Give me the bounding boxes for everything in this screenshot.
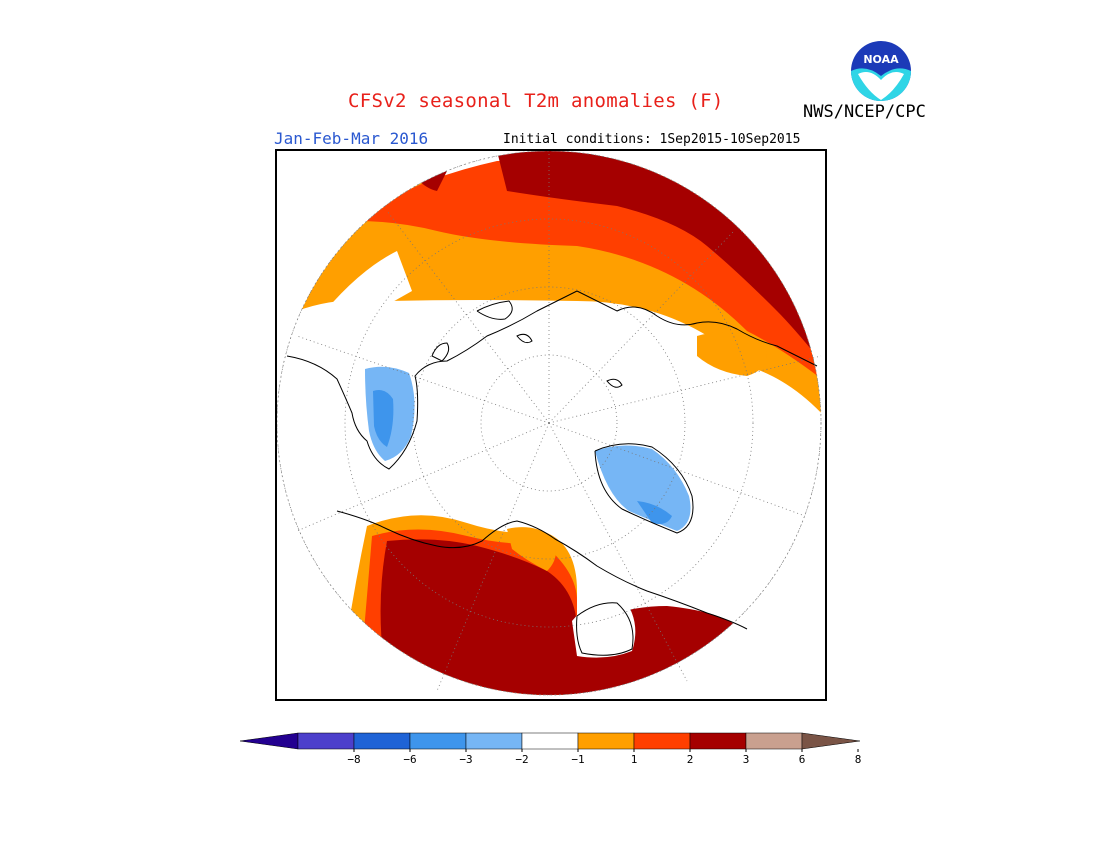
colorbar-swatch bbox=[353, 732, 411, 750]
region-hudson-white bbox=[572, 595, 636, 658]
colorbar-arrow-low bbox=[239, 732, 299, 750]
colorbar-swatch bbox=[689, 732, 747, 750]
region-east-siberia-blue bbox=[637, 501, 672, 525]
colorbar-labels: −8 −6 −3 −2 −1 1 2 3 6 8 bbox=[347, 749, 861, 766]
colorbar-tick-label: −3 bbox=[459, 753, 472, 766]
colorbar-tick-label: −8 bbox=[347, 753, 360, 766]
region-east-siberia-light-blue bbox=[595, 445, 691, 531]
polar-map bbox=[277, 151, 822, 696]
colorbar-tick-label: −6 bbox=[403, 753, 416, 766]
colorbar-swatch bbox=[745, 732, 803, 750]
page-title: CFSv2 seasonal T2m anomalies (F) bbox=[348, 90, 724, 112]
colorbar-swatch bbox=[297, 732, 355, 750]
season-label: Jan-Feb-Mar 2016 bbox=[274, 129, 429, 148]
colorbar-tick-label: 3 bbox=[743, 753, 750, 766]
colorbar-swatch bbox=[577, 732, 635, 750]
coastlines bbox=[286, 290, 818, 656]
initial-conditions-label: Initial conditions: 1Sep2015-10Sep2015 bbox=[503, 132, 801, 147]
colorbar-swatch bbox=[521, 732, 579, 750]
noaa-logo-icon: NOAA bbox=[851, 41, 911, 101]
colorbar: −8 −6 −3 −2 −1 1 2 3 6 8 bbox=[239, 732, 861, 766]
colorbar-tick-label: 1 bbox=[631, 753, 638, 766]
region-scandinavia-dark-red bbox=[417, 171, 447, 191]
colorbar-tick-label: −1 bbox=[571, 753, 584, 766]
map-limb bbox=[277, 151, 822, 696]
colorbar-tick-label: 8 bbox=[855, 753, 862, 766]
region-east-asia-orange bbox=[697, 332, 767, 376]
region-arctic-archipelago-orange bbox=[507, 527, 556, 571]
colorbar-tick-label: 2 bbox=[687, 753, 694, 766]
map-panel bbox=[275, 149, 827, 701]
colorbar-tick-label: −2 bbox=[515, 753, 528, 766]
colorbar-arrow-high bbox=[801, 732, 861, 750]
anomaly-fields bbox=[297, 151, 821, 695]
colorbar-swatch bbox=[465, 732, 523, 750]
colorbar-tick-label: 6 bbox=[799, 753, 806, 766]
region-greenland-blue bbox=[373, 390, 394, 447]
colorbar-swatch bbox=[633, 732, 691, 750]
colorbar-swatches bbox=[239, 732, 861, 750]
agency-label: NWS/NCEP/CPC bbox=[803, 102, 926, 122]
colorbar-swatch bbox=[409, 732, 467, 750]
logo-text: NOAA bbox=[863, 53, 899, 66]
region-europe-white-gap bbox=[317, 251, 412, 326]
